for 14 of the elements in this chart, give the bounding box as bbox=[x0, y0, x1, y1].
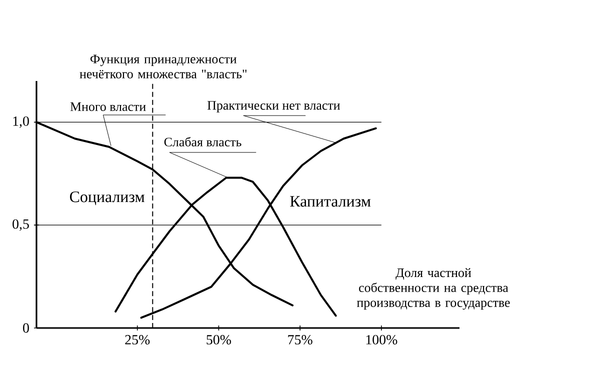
y-axis-title: Функция принадлежности нечёткого множества "власть" bbox=[80, 54, 246, 78]
annotation: Капитализм bbox=[290, 196, 371, 207]
y-tick-label: 1,0 bbox=[13, 116, 29, 128]
y-tick-label: 0,5 bbox=[12, 219, 29, 231]
x-tick-label: 100% bbox=[366, 335, 398, 344]
y-tick-label: 0 bbox=[23, 323, 29, 333]
text: Слабая власть bbox=[164, 137, 242, 146]
x-tick-label: 25% bbox=[125, 335, 150, 344]
series-label: Много власти bbox=[70, 102, 146, 112]
annotation: Социализм bbox=[70, 192, 144, 206]
text: Практически нет власти bbox=[207, 101, 340, 112]
x-tick-label: 50% bbox=[206, 335, 232, 344]
x-axis-title: Доля частной собственности на средства производства в государстве bbox=[356, 268, 510, 310]
x-tick-label: 75% bbox=[288, 335, 312, 344]
